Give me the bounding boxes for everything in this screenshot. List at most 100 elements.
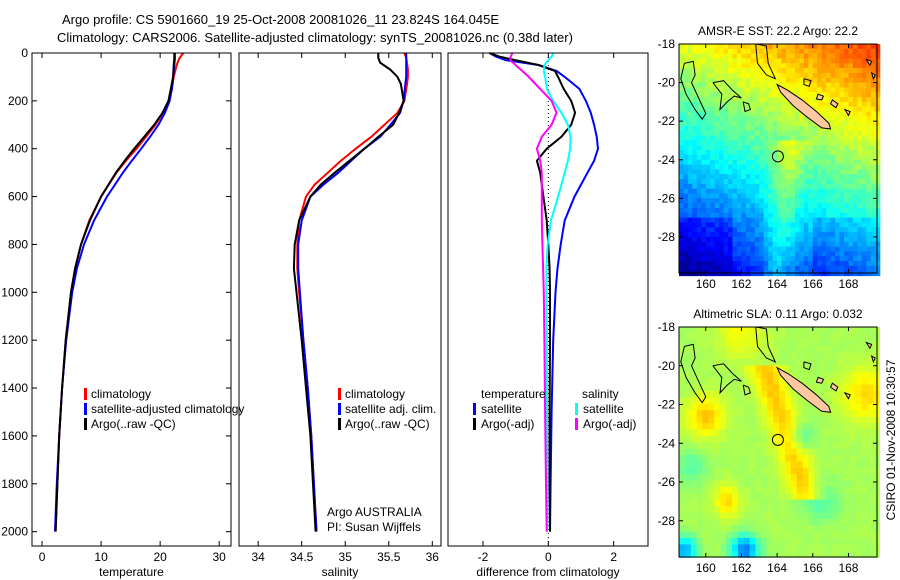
map-cell <box>701 121 707 127</box>
map-cell <box>696 544 704 552</box>
map-cell <box>839 246 845 252</box>
map-cell <box>799 261 805 267</box>
map-cell <box>812 92 818 98</box>
map-cell <box>701 246 707 252</box>
map-cell <box>861 359 868 366</box>
map-cell <box>768 72 774 79</box>
map-cell <box>817 208 823 214</box>
map-cell <box>808 92 814 98</box>
new-caledonia-land <box>776 366 832 413</box>
map-cell <box>786 203 792 209</box>
map-cell <box>835 154 841 161</box>
map-cell <box>714 72 720 79</box>
map-cell <box>683 44 689 50</box>
map-cell <box>812 68 818 74</box>
map-cell <box>777 92 783 98</box>
map-cell <box>690 454 698 462</box>
map-cell <box>772 203 778 209</box>
map-cell <box>861 506 868 513</box>
map-cell <box>702 544 709 552</box>
map-cell <box>679 145 685 151</box>
map-cell <box>696 454 704 462</box>
map-cell <box>812 126 818 132</box>
map-cell <box>821 246 827 252</box>
map-cell <box>708 390 715 398</box>
map-cell <box>701 82 707 88</box>
map-cell <box>705 198 711 204</box>
map-cell <box>719 169 725 175</box>
map-cell <box>866 101 872 108</box>
map-cell <box>852 174 858 180</box>
map-cell <box>777 265 783 272</box>
map-cell <box>790 193 796 199</box>
map-cell <box>714 140 720 146</box>
map-cell <box>761 486 768 494</box>
map-cell <box>844 106 850 113</box>
map-cell <box>679 518 686 526</box>
map-cell <box>861 531 868 539</box>
map-cell <box>763 106 769 113</box>
map-cell <box>749 410 757 418</box>
map-cell <box>837 346 845 354</box>
map-cell <box>867 371 874 379</box>
map-cell <box>690 365 698 373</box>
map-cell <box>749 359 757 366</box>
map-cell <box>745 222 751 228</box>
map-cell <box>696 126 702 132</box>
map-cell <box>732 429 739 437</box>
map-cell <box>779 359 786 366</box>
map-cell <box>861 518 868 526</box>
map-cell <box>696 538 704 545</box>
map-cell <box>732 145 738 151</box>
map-cell <box>848 111 854 117</box>
map-cell <box>777 135 783 141</box>
map-cell <box>714 44 720 50</box>
map-cell <box>741 222 747 228</box>
map-cell <box>779 346 786 354</box>
map-cell <box>687 227 693 233</box>
map-cell <box>867 378 874 386</box>
map-cell <box>773 480 780 488</box>
map-cell <box>852 72 858 79</box>
map-cell <box>755 327 762 334</box>
map-cell <box>750 241 756 248</box>
map-cell <box>830 208 836 214</box>
map-cell <box>855 403 863 411</box>
map-cell <box>808 486 815 494</box>
map-cell <box>696 550 704 558</box>
map-cell <box>708 384 715 392</box>
map-cell <box>741 212 747 219</box>
map-cell <box>726 538 733 545</box>
map-cell <box>861 217 867 223</box>
map-cell <box>723 203 729 209</box>
map-cell <box>761 371 768 379</box>
map-cell <box>781 174 787 180</box>
legend-label: Argo(..raw -QC) <box>91 417 176 431</box>
map-cell <box>679 68 685 74</box>
map-cell <box>861 198 867 204</box>
map-cell <box>696 448 704 456</box>
map-cell <box>821 53 827 59</box>
map-cell <box>754 92 760 98</box>
map-cell <box>839 256 845 262</box>
map-cell <box>814 346 821 354</box>
x-tick-label: 162 <box>731 561 751 575</box>
map-cell <box>814 512 821 520</box>
map-cell <box>708 480 715 488</box>
map-cell <box>710 53 716 59</box>
map-cell <box>835 44 841 50</box>
map-cell <box>802 493 810 501</box>
map-cell <box>696 506 704 513</box>
map-cell <box>820 518 827 526</box>
map-cell <box>835 251 841 257</box>
map-cell <box>808 454 815 462</box>
map-cell <box>768 246 774 252</box>
map-cell <box>679 384 686 392</box>
map-cell <box>817 188 823 195</box>
map-cell <box>803 121 809 127</box>
map-cell <box>852 265 858 272</box>
x-tick-label: 168 <box>838 277 858 291</box>
map-cell <box>679 256 685 262</box>
map-cell <box>683 193 689 199</box>
map-cell <box>830 116 836 122</box>
